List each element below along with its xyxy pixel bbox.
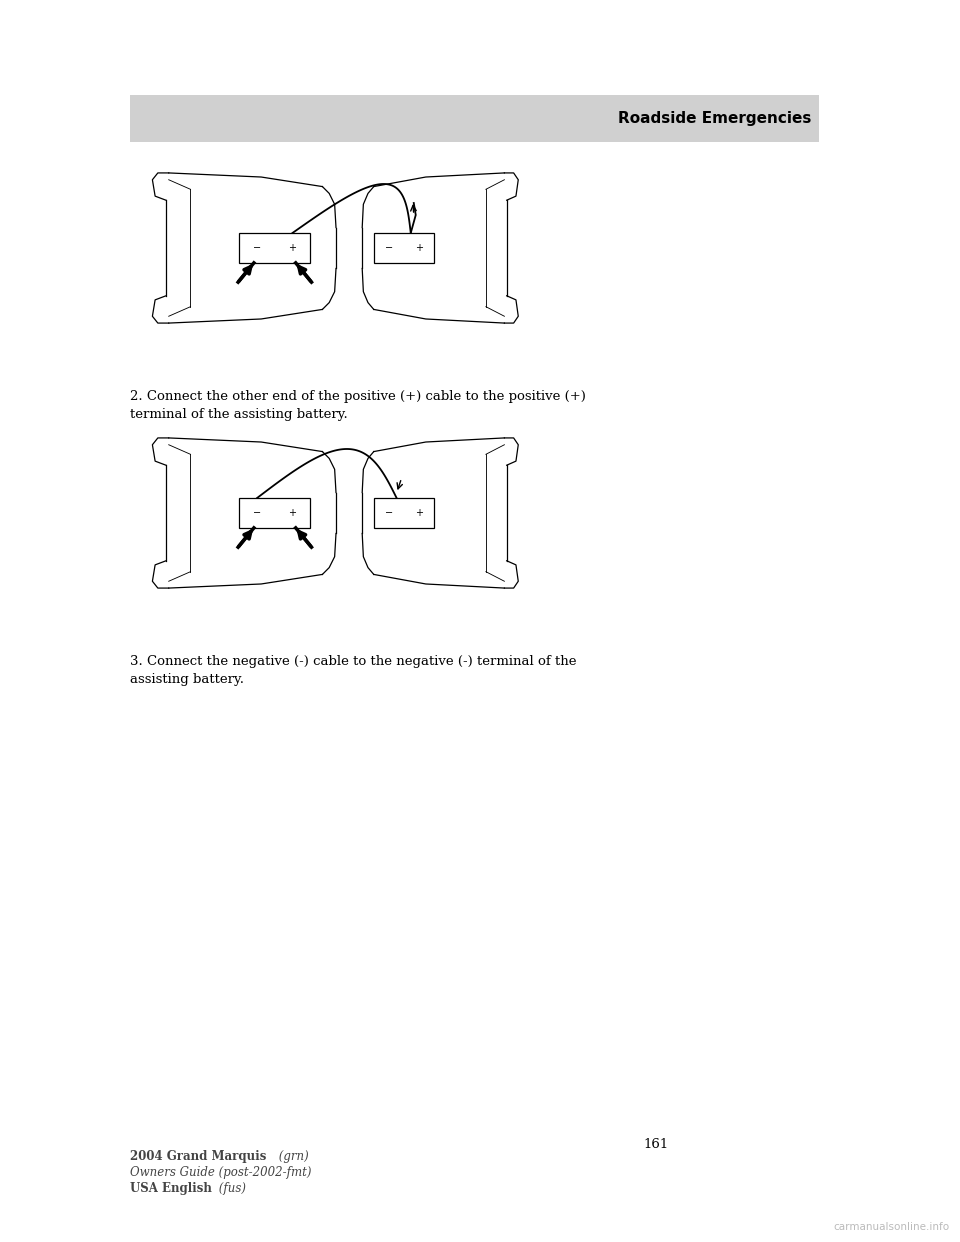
Bar (130, 94, 819, 142)
Text: +: + (415, 243, 422, 253)
Text: (grn): (grn) (275, 1150, 309, 1163)
Text: carmanualsonline.info: carmanualsonline.info (834, 1222, 950, 1232)
Text: −: − (253, 243, 261, 253)
Text: 161: 161 (643, 1139, 668, 1151)
Bar (373, 233, 434, 263)
Text: +: + (288, 508, 297, 518)
Text: 2. Connect the other end of the positive (+) cable to the positive (+)
terminal : 2. Connect the other end of the positive… (130, 390, 586, 421)
Text: +: + (415, 508, 422, 518)
Text: 3. Connect the negative (-) cable to the negative (-) terminal of the
assisting : 3. Connect the negative (-) cable to the… (130, 655, 577, 686)
Bar (239, 233, 310, 263)
Text: (fus): (fus) (215, 1182, 246, 1195)
Text: USA English: USA English (130, 1182, 212, 1195)
Text: +: + (288, 243, 297, 253)
Text: −: − (385, 243, 393, 253)
Bar (239, 498, 310, 528)
Bar (373, 498, 434, 528)
Text: −: − (385, 508, 393, 518)
Text: Roadside Emergencies: Roadside Emergencies (617, 111, 811, 125)
Text: 2004 Grand Marquis: 2004 Grand Marquis (130, 1150, 266, 1163)
Text: Owners Guide (post-2002-fmt): Owners Guide (post-2002-fmt) (130, 1166, 311, 1179)
Text: −: − (253, 508, 261, 518)
